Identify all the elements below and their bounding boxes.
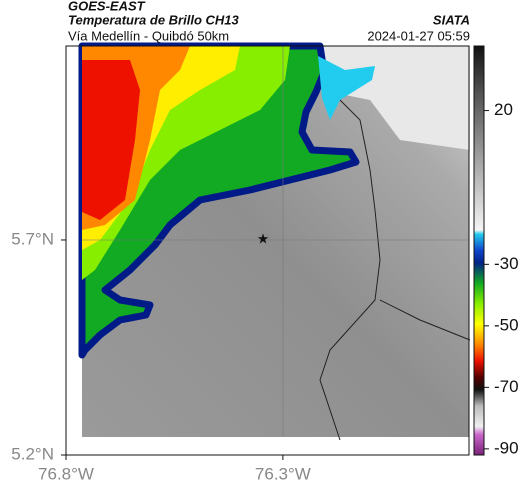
colorbar-tick-label: 20 <box>494 100 513 119</box>
colorbar-tick-label: -50 <box>494 315 519 334</box>
subtitle: Vía Medellín - Quibdó 50km <box>68 28 229 43</box>
lon-tick-label: 76.3°W <box>255 464 311 483</box>
colorbar <box>473 45 485 456</box>
source: SIATA <box>433 12 470 27</box>
datetime: 2024-01-27 05:59 <box>367 28 470 43</box>
lon-tick-label: 76.8°W <box>38 464 94 483</box>
colorbar-tick-label: -90 <box>494 438 519 457</box>
colorbar-tick-label: -70 <box>494 377 519 396</box>
svg-text:★: ★ <box>257 231 270 247</box>
satellite-image: ★ <box>78 42 471 441</box>
title: Temperatura de Brillo CH13 <box>68 12 240 27</box>
colorbar-tick-label: -30 <box>494 254 519 273</box>
product: GOES-EAST <box>68 0 146 13</box>
lat-tick-label: 5.7°N <box>11 229 54 248</box>
lat-tick-label: 5.2°N <box>11 444 54 463</box>
